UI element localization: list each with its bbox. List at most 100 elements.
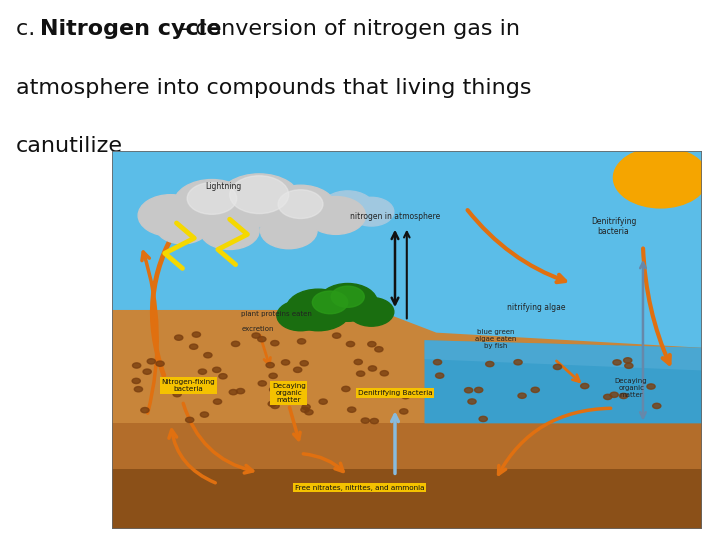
Circle shape (433, 360, 441, 365)
Circle shape (301, 407, 309, 413)
Circle shape (474, 387, 483, 393)
Circle shape (349, 298, 394, 326)
Circle shape (231, 341, 240, 347)
Text: canutilize: canutilize (16, 136, 123, 156)
Circle shape (271, 403, 279, 409)
Circle shape (174, 335, 183, 340)
Circle shape (138, 194, 203, 236)
Text: Decaying
organic
matter: Decaying organic matter (271, 383, 306, 403)
Circle shape (354, 359, 362, 364)
Circle shape (258, 336, 266, 342)
Circle shape (380, 370, 388, 376)
Text: Free nitrates, nitrites, and ammonia: Free nitrates, nitrites, and ammonia (294, 484, 424, 491)
Polygon shape (425, 340, 702, 423)
Circle shape (218, 174, 300, 227)
Circle shape (156, 210, 209, 244)
Circle shape (212, 367, 221, 373)
Circle shape (173, 392, 181, 397)
Circle shape (613, 360, 621, 365)
Circle shape (294, 367, 302, 373)
Circle shape (187, 183, 237, 214)
Circle shape (189, 344, 198, 349)
Circle shape (368, 341, 376, 347)
Polygon shape (112, 310, 702, 529)
Circle shape (186, 417, 194, 423)
Circle shape (266, 362, 274, 368)
Circle shape (135, 387, 143, 392)
Circle shape (400, 409, 408, 414)
Circle shape (619, 393, 628, 399)
Circle shape (300, 361, 308, 366)
Circle shape (652, 403, 661, 409)
Text: c.: c. (16, 19, 42, 39)
Text: Nitrogen cycle: Nitrogen cycle (40, 19, 221, 39)
Circle shape (236, 388, 245, 394)
Circle shape (143, 369, 151, 374)
Circle shape (302, 404, 310, 410)
Circle shape (613, 147, 708, 208)
Circle shape (265, 185, 336, 231)
Circle shape (518, 393, 526, 399)
Circle shape (132, 363, 141, 368)
Text: Lightning: Lightning (206, 182, 242, 191)
Circle shape (319, 399, 328, 404)
Circle shape (219, 374, 227, 379)
Circle shape (297, 339, 306, 344)
Circle shape (356, 371, 365, 376)
Circle shape (554, 364, 562, 369)
Circle shape (156, 361, 164, 366)
Circle shape (229, 389, 238, 395)
Circle shape (278, 190, 323, 219)
Circle shape (370, 418, 379, 424)
Text: - conversion of nitrogen gas in: - conversion of nitrogen gas in (180, 19, 520, 39)
Circle shape (369, 366, 377, 371)
Circle shape (348, 407, 356, 413)
Circle shape (436, 373, 444, 379)
Circle shape (252, 333, 260, 338)
Circle shape (141, 408, 149, 413)
Circle shape (198, 369, 207, 374)
Circle shape (269, 387, 278, 392)
Circle shape (321, 191, 374, 225)
Circle shape (184, 383, 192, 389)
Circle shape (305, 409, 313, 415)
Circle shape (464, 388, 473, 393)
Circle shape (402, 394, 410, 399)
Circle shape (258, 381, 266, 386)
Circle shape (268, 401, 276, 407)
Circle shape (192, 332, 200, 337)
Text: Denitrifying
bacteria: Denitrifying bacteria (590, 217, 636, 237)
Circle shape (349, 197, 394, 226)
Circle shape (213, 399, 222, 404)
Circle shape (331, 286, 364, 307)
Polygon shape (112, 423, 702, 529)
Circle shape (647, 384, 655, 389)
Circle shape (282, 360, 289, 365)
Circle shape (333, 333, 341, 338)
Circle shape (269, 373, 277, 379)
Circle shape (207, 384, 215, 389)
Circle shape (361, 418, 369, 423)
Text: plant proteins eaten: plant proteins eaten (241, 310, 312, 316)
Circle shape (625, 363, 633, 368)
Circle shape (200, 212, 259, 249)
Polygon shape (425, 340, 702, 370)
Circle shape (174, 179, 251, 228)
Circle shape (204, 353, 212, 358)
Circle shape (307, 197, 366, 234)
Circle shape (286, 289, 351, 330)
Circle shape (278, 382, 287, 387)
Text: Nitrogen-fixing
bacteria: Nitrogen-fixing bacteria (161, 379, 215, 392)
Circle shape (277, 300, 324, 330)
Circle shape (342, 386, 350, 391)
Circle shape (230, 176, 289, 213)
Circle shape (486, 361, 494, 367)
Circle shape (200, 412, 209, 417)
Text: atmosphere into compounds that living things: atmosphere into compounds that living th… (16, 78, 531, 98)
Circle shape (580, 383, 589, 389)
Circle shape (271, 341, 279, 346)
Circle shape (346, 341, 355, 347)
Text: excretion: excretion (241, 326, 274, 332)
Circle shape (603, 394, 612, 400)
Polygon shape (112, 469, 702, 529)
